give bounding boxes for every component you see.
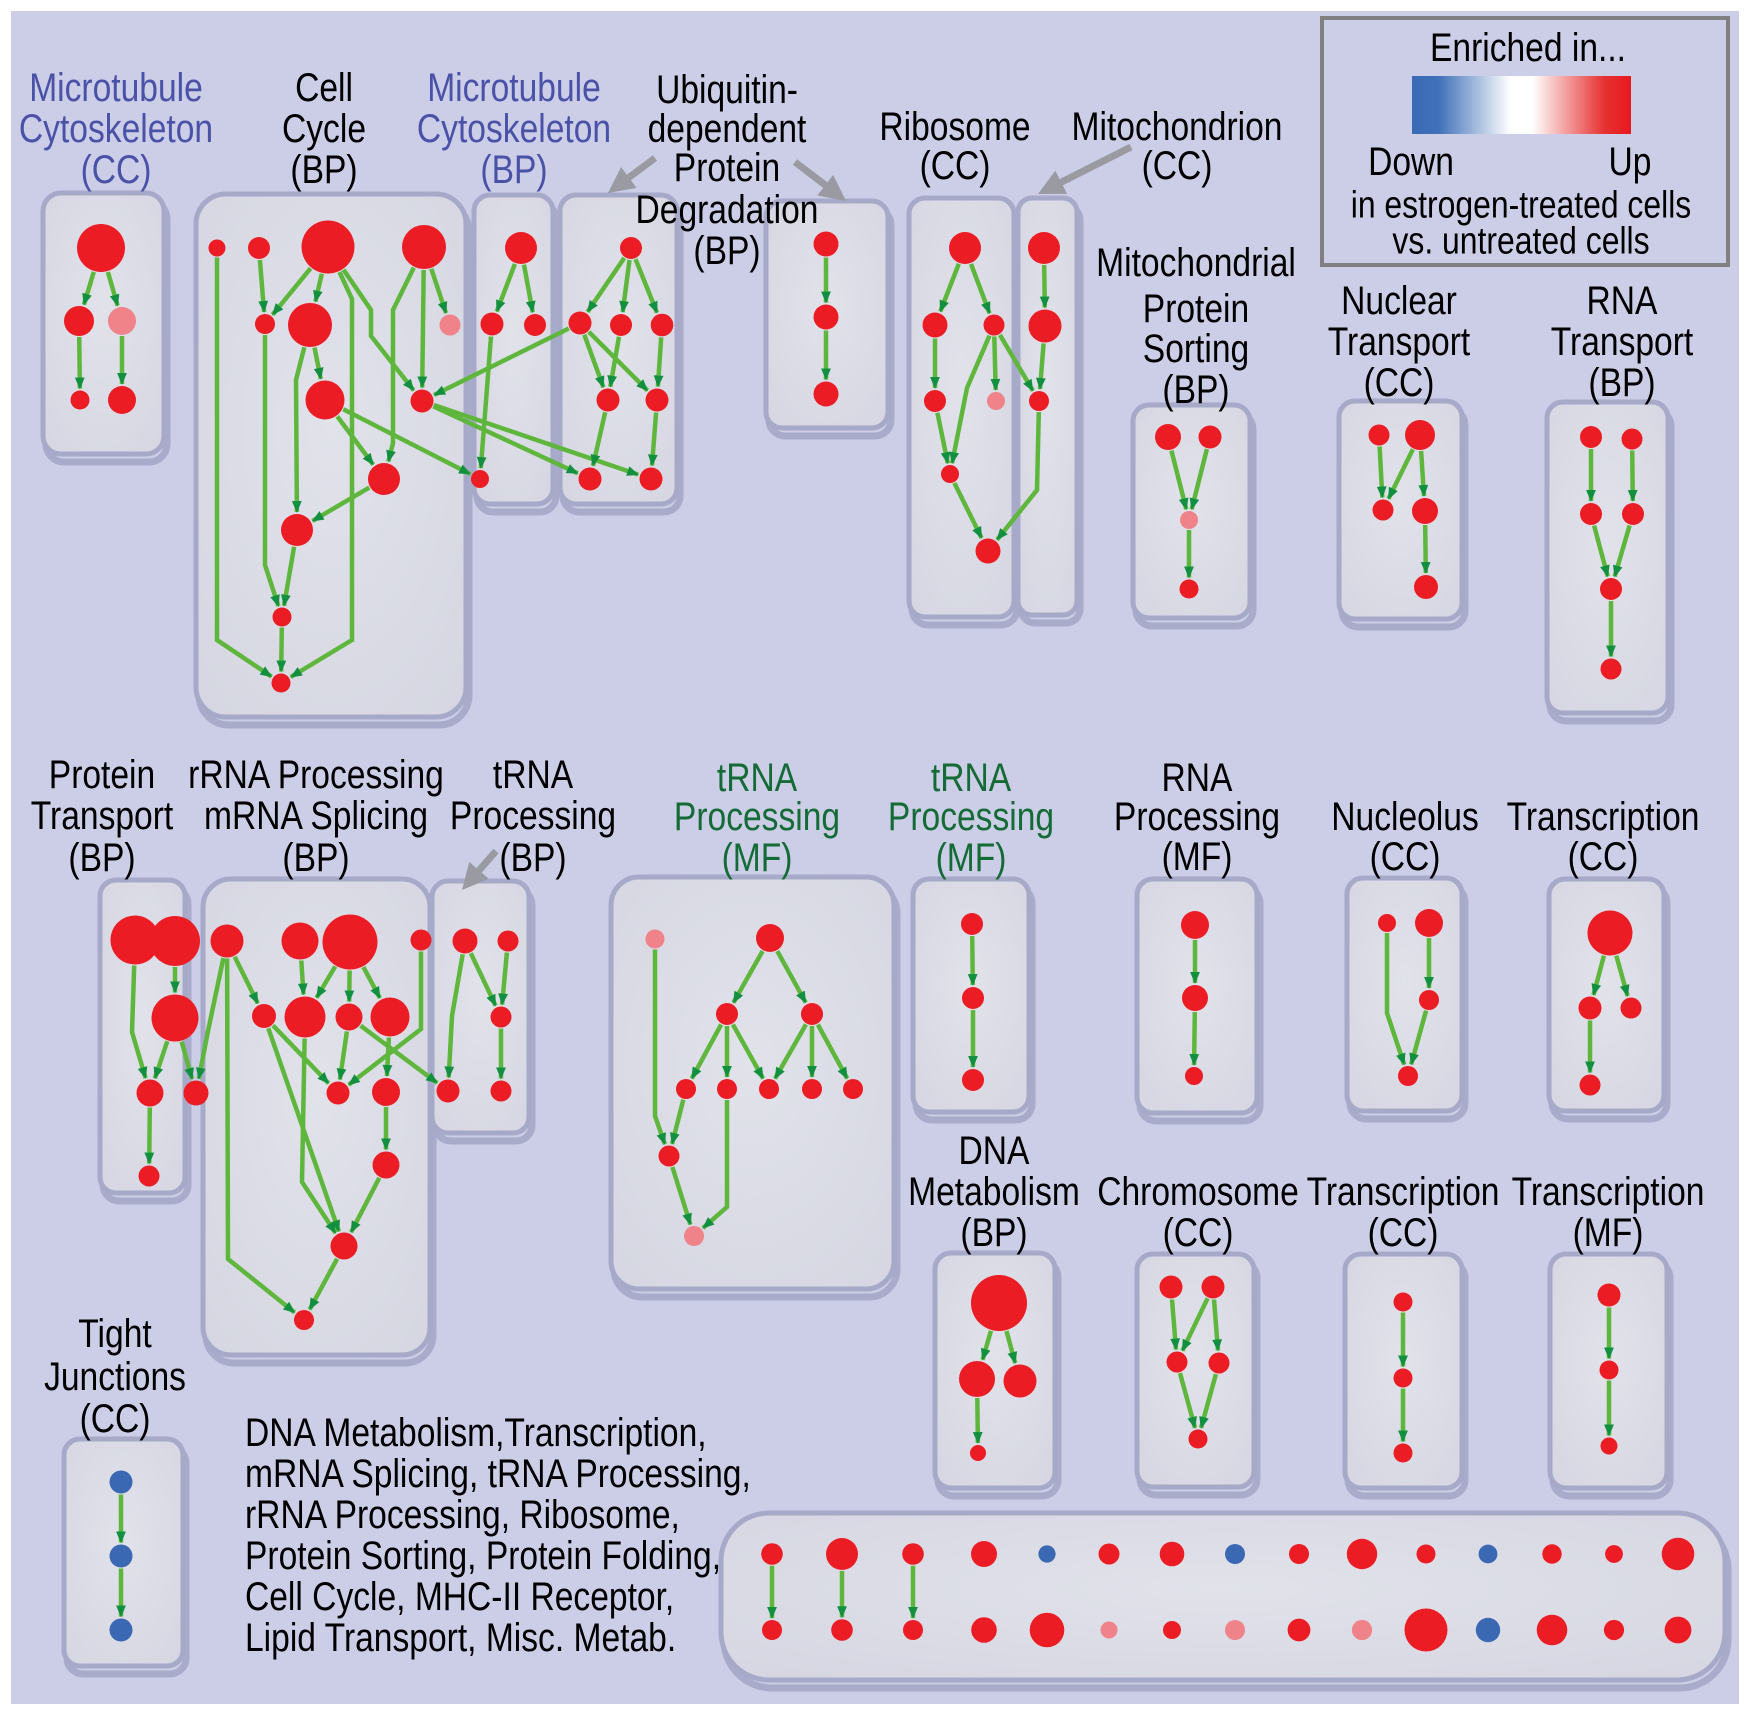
svg-text:tRNA: tRNA: [493, 752, 574, 796]
svg-text:(MF): (MF): [1573, 1210, 1644, 1254]
svg-text:(BP): (BP): [693, 228, 760, 272]
svg-text:mRNA Splicing: mRNA Splicing: [204, 793, 428, 837]
svg-text:in estrogen-treated cells: in estrogen-treated cells: [1351, 184, 1692, 226]
svg-text:Degradation: Degradation: [636, 187, 819, 231]
svg-text:RNA: RNA: [1587, 278, 1658, 322]
svg-text:(MF): (MF): [722, 835, 793, 879]
svg-text:Cell Cycle, MHC-II Receptor,: Cell Cycle, MHC-II Receptor,: [245, 1574, 674, 1618]
svg-text:(MF): (MF): [1162, 834, 1233, 878]
svg-text:Transport: Transport: [1328, 319, 1470, 363]
svg-text:RNA: RNA: [1162, 755, 1233, 799]
svg-text:Nucleolus: Nucleolus: [1331, 794, 1478, 838]
svg-text:Cytoskeleton: Cytoskeleton: [19, 106, 213, 150]
svg-text:Protein Sorting, Protein Foldi: Protein Sorting, Protein Folding,: [245, 1533, 721, 1577]
svg-text:vs. untreated cells: vs. untreated cells: [1392, 220, 1649, 262]
svg-text:Microtubule: Microtubule: [29, 65, 203, 109]
svg-text:mRNA Splicing, tRNA Processing: mRNA Splicing, tRNA Processing,: [245, 1451, 751, 1495]
svg-text:(CC): (CC): [1568, 834, 1639, 878]
svg-text:(CC): (CC): [80, 1396, 151, 1440]
svg-text:tRNA: tRNA: [717, 755, 798, 799]
svg-text:Transcription: Transcription: [1507, 794, 1700, 838]
svg-text:Down: Down: [1368, 139, 1454, 183]
svg-text:(CC): (CC): [1370, 834, 1441, 878]
svg-text:Cell: Cell: [295, 65, 353, 109]
svg-text:Tight: Tight: [78, 1311, 151, 1355]
svg-text:DNA Metabolism,Transcription,: DNA Metabolism,Transcription,: [245, 1410, 707, 1454]
svg-text:(CC): (CC): [1163, 1210, 1234, 1254]
svg-text:Protein: Protein: [1143, 286, 1249, 330]
svg-text:(BP): (BP): [499, 835, 566, 879]
svg-text:Ribosome: Ribosome: [879, 104, 1030, 148]
svg-text:Processing: Processing: [1114, 794, 1280, 838]
svg-text:Chromosome: Chromosome: [1097, 1169, 1299, 1213]
svg-text:Transcription: Transcription: [1307, 1169, 1500, 1213]
svg-text:(CC): (CC): [1364, 360, 1435, 404]
svg-text:(CC): (CC): [81, 147, 152, 191]
svg-text:(MF): (MF): [936, 835, 1007, 879]
svg-text:tRNA: tRNA: [931, 755, 1012, 799]
svg-text:Transport: Transport: [1551, 319, 1693, 363]
svg-text:(BP): (BP): [282, 835, 349, 879]
svg-text:(BP): (BP): [290, 147, 357, 191]
svg-text:Sorting: Sorting: [1143, 326, 1249, 370]
svg-text:Protein: Protein: [674, 145, 780, 189]
svg-text:(BP): (BP): [480, 147, 547, 191]
svg-text:Up: Up: [1609, 139, 1652, 183]
svg-text:Transport: Transport: [31, 793, 173, 837]
svg-text:(BP): (BP): [68, 835, 135, 879]
svg-text:Processing: Processing: [674, 794, 840, 838]
svg-text:dependent: dependent: [648, 106, 807, 150]
svg-text:Cycle: Cycle: [282, 106, 366, 150]
svg-text:(BP): (BP): [1162, 367, 1229, 411]
svg-text:Ubiquitin-: Ubiquitin-: [656, 67, 798, 111]
svg-text:Mitochondrion: Mitochondrion: [1072, 104, 1283, 148]
svg-text:Nuclear: Nuclear: [1341, 278, 1457, 322]
svg-text:Junctions: Junctions: [44, 1354, 186, 1398]
svg-text:Mitochondrial: Mitochondrial: [1096, 240, 1296, 284]
svg-text:(BP): (BP): [960, 1210, 1027, 1254]
svg-text:Microtubule: Microtubule: [427, 65, 601, 109]
svg-text:Protein: Protein: [49, 752, 155, 796]
svg-text:(CC): (CC): [1368, 1210, 1439, 1254]
svg-text:Metabolism: Metabolism: [908, 1169, 1080, 1213]
svg-text:(CC): (CC): [920, 143, 991, 187]
svg-text:(BP): (BP): [1588, 360, 1655, 404]
svg-text:DNA: DNA: [959, 1128, 1030, 1172]
svg-text:Cytoskeleton: Cytoskeleton: [417, 106, 611, 150]
svg-text:Transcription: Transcription: [1512, 1169, 1705, 1213]
svg-text:Enriched in...: Enriched in...: [1430, 25, 1626, 69]
svg-text:(CC): (CC): [1142, 143, 1213, 187]
svg-text:rRNA Processing: rRNA Processing: [188, 752, 444, 796]
svg-text:rRNA Processing, Ribosome,: rRNA Processing, Ribosome,: [245, 1492, 680, 1536]
svg-text:Lipid Transport, Misc. Metab.: Lipid Transport, Misc. Metab.: [245, 1615, 676, 1659]
svg-text:Processing: Processing: [450, 793, 616, 837]
svg-text:Processing: Processing: [888, 794, 1054, 838]
